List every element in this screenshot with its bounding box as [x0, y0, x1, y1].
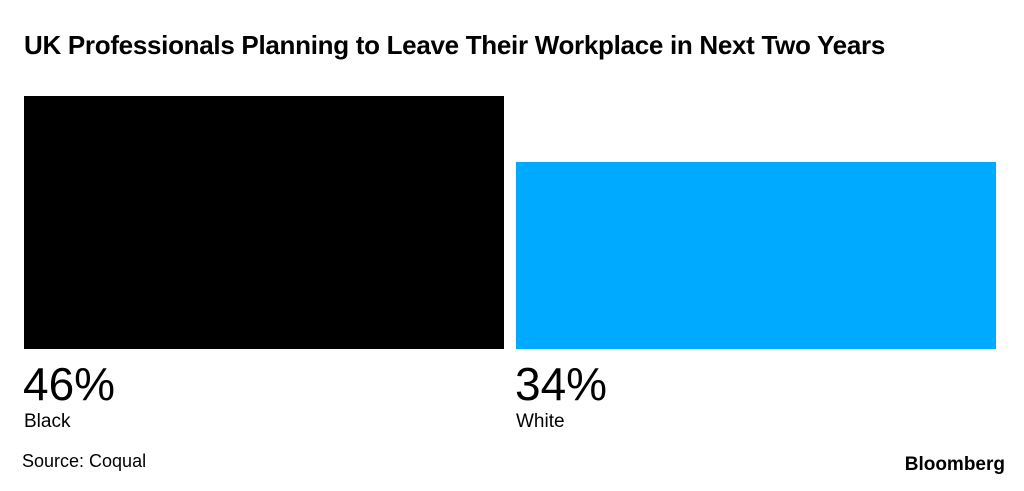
bars-layer	[24, 96, 996, 349]
source-note: Source: Coqual	[22, 451, 147, 471]
value-label-white: 34%	[515, 358, 607, 410]
category-label-white: White	[516, 411, 565, 432]
bar-black	[24, 96, 504, 349]
bloomberg-logo: Bloomberg	[904, 454, 1005, 475]
chart-title: UK Professionals Planning to Leave Their…	[24, 30, 885, 60]
labels-layer: 46%Black 34%White	[23, 358, 607, 432]
category-label-black: Black	[24, 411, 71, 432]
bar-white	[516, 162, 996, 349]
value-label-black: 46%	[23, 358, 115, 410]
